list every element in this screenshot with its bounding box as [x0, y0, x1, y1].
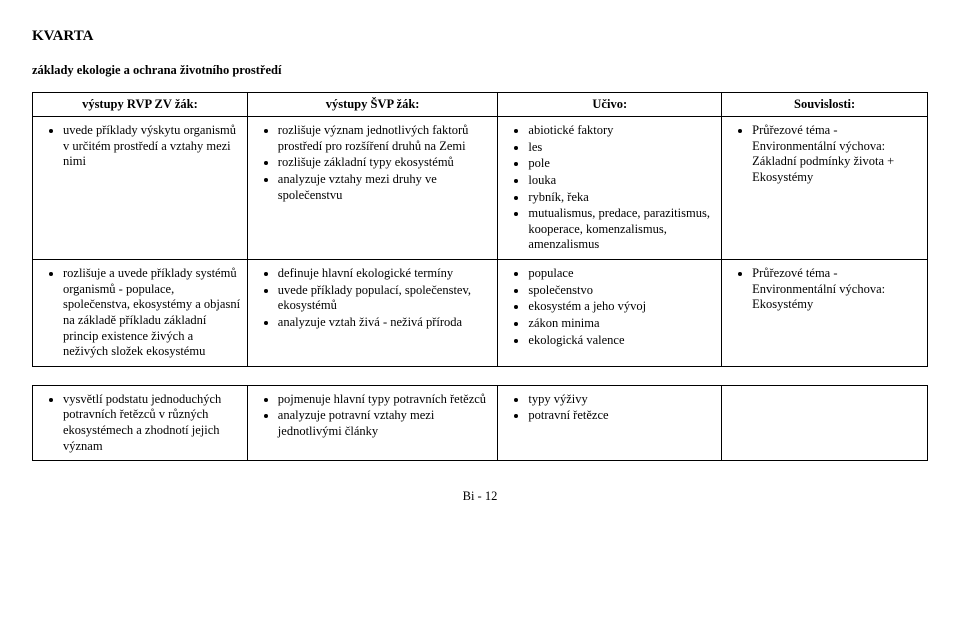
cell-item: les [528, 140, 715, 156]
cell-item: zákon minima [528, 316, 715, 332]
cell-item: louka [528, 173, 715, 189]
cell-item: analyzuje vztahy mezi druhy ve společens… [278, 172, 492, 203]
col-header: výstupy RVP ZV žák: [33, 93, 248, 117]
table-row: vysvětlí podstatu jednoduchých potravníc… [33, 385, 928, 461]
col-header: Souvislosti: [722, 93, 928, 117]
cell-item: pojmenuje hlavní typy potravních řetězců [278, 392, 492, 408]
cell-item: ekosystém a jeho vývoj [528, 299, 715, 315]
cell-item: rybník, řeka [528, 190, 715, 206]
cell-item: uvede příklady výskytu organismů v určit… [63, 123, 241, 170]
table-secondary: vysvětlí podstatu jednoduchých potravníc… [32, 385, 928, 462]
cell-item: Průřezové téma - Environmentální výchova… [752, 266, 921, 313]
table-row: uvede příklady výskytu organismů v určit… [33, 117, 928, 260]
cell-item: vysvětlí podstatu jednoduchých potravníc… [63, 392, 241, 455]
table-header-row: výstupy RVP ZV žák: výstupy ŠVP žák: Uči… [33, 93, 928, 117]
cell-item: populace [528, 266, 715, 282]
cell-item: definuje hlavní ekologické termíny [278, 266, 492, 282]
subtitle: základy ekologie a ochrana životního pro… [32, 63, 928, 78]
col-header: výstupy ŠVP žák: [247, 93, 498, 117]
cell-item: uvede příklady populací, společenstev, e… [278, 283, 492, 314]
table-main: výstupy RVP ZV žák: výstupy ŠVP žák: Uči… [32, 92, 928, 367]
cell-item: potravní řetězce [528, 408, 715, 424]
cell-item: analyzuje vztah živá - neživá příroda [278, 315, 492, 331]
cell-item: mutualismus, predace, parazitismus, koop… [528, 206, 715, 253]
cell-item: pole [528, 156, 715, 172]
cell-item: rozlišuje a uvede příklady systémů organ… [63, 266, 241, 360]
cell-item: rozlišuje význam jednotlivých faktorů pr… [278, 123, 492, 154]
cell-item: typy výživy [528, 392, 715, 408]
page-number: Bi - 12 [32, 489, 928, 504]
cell-item: rozlišuje základní typy ekosystémů [278, 155, 492, 171]
page-title: KVARTA [32, 28, 928, 45]
cell-item: ekologická valence [528, 333, 715, 349]
col-header: Učivo: [498, 93, 722, 117]
cell-item: společenstvo [528, 283, 715, 299]
cell-item: analyzuje potravní vztahy mezi jednotliv… [278, 408, 492, 439]
cell-item: abiotické faktory [528, 123, 715, 139]
table-row: rozlišuje a uvede příklady systémů organ… [33, 260, 928, 367]
cell-item: Průřezové téma - Environmentální výchova… [752, 123, 921, 186]
